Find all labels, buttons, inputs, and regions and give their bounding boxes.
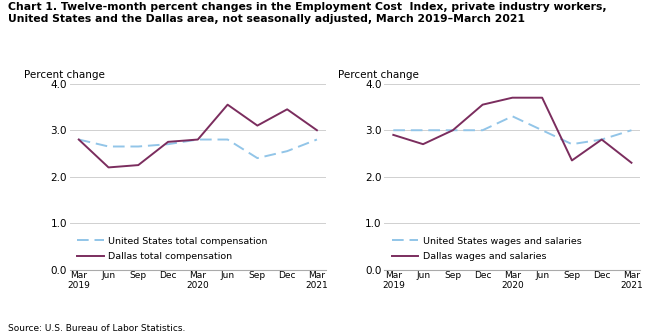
Text: Percent change: Percent change [338,70,419,80]
Legend: United States wages and salaries, Dallas wages and salaries: United States wages and salaries, Dallas… [392,237,582,261]
Text: Chart 1. Twelve-month percent changes in the Employment Cost  Index, private ind: Chart 1. Twelve-month percent changes in… [8,2,606,24]
Text: Source: U.S. Bureau of Labor Statistics.: Source: U.S. Bureau of Labor Statistics. [8,324,186,333]
Text: Percent change: Percent change [24,70,104,80]
Legend: United States total compensation, Dallas total compensation: United States total compensation, Dallas… [77,237,267,261]
